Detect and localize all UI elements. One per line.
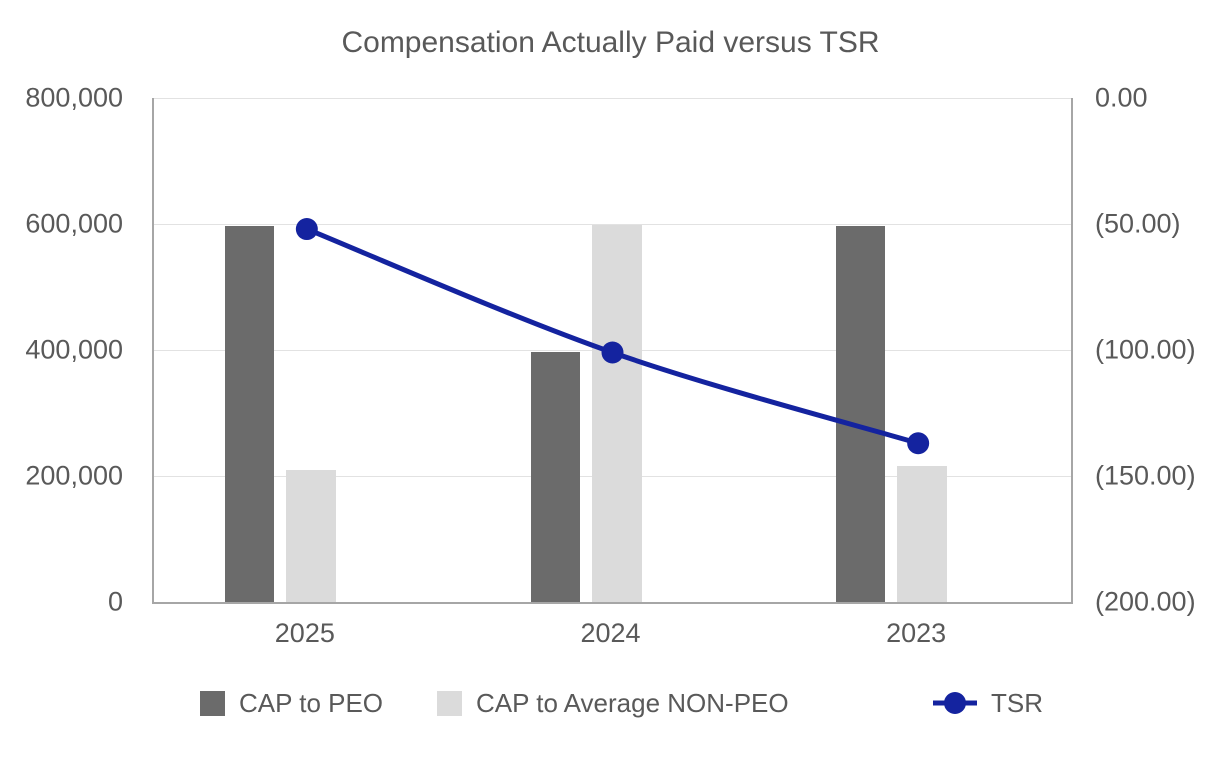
left-axis-tick-label: 800,000 — [25, 82, 123, 113]
legend-item-cap-to-average-non-peo: CAP to Average NON-PEO — [437, 690, 789, 716]
legend-item-tsr: TSR — [933, 690, 1043, 716]
legend-label-cap-to-average-non-peo: CAP to Average NON-PEO — [476, 688, 789, 718]
legend-label-tsr: TSR — [991, 688, 1043, 718]
legend-swatch-cap-to-average-non-peo — [437, 690, 462, 716]
right-axis-tick-label: 0.00 — [1095, 82, 1148, 113]
chart-title: Compensation Actually Paid versus TSR — [341, 26, 880, 59]
gridline — [154, 98, 1071, 99]
bar-cap-to-peo-2024 — [530, 351, 580, 602]
tsr-line-marker-icon — [933, 692, 977, 714]
bar-cap-to-average-non-peo-2025 — [285, 470, 336, 602]
right-axis-tick-label: (100.00) — [1095, 334, 1196, 365]
left-axis-tick-label: 200,000 — [25, 460, 123, 491]
right-axis-tick-label: (150.00) — [1095, 460, 1196, 491]
tsr-point-2025 — [295, 218, 318, 241]
x-axis-label-2023: 2023 — [886, 618, 947, 648]
right-axis-tick-label: (50.00) — [1095, 208, 1181, 239]
legend-swatch-cap-to-peo — [200, 690, 225, 716]
legend-label-cap-to-peo: CAP to PEO — [239, 688, 384, 718]
tsr-line — [305, 226, 919, 446]
tsr-line-layer — [295, 218, 930, 455]
bar-cap-to-average-non-peo-2023 — [897, 465, 948, 602]
chart-legend: CAP to PEO CAP to Average NON-PEO TSR — [0, 690, 1226, 716]
tsr-point-2024 — [601, 341, 624, 364]
left-axis-tick-label: 600,000 — [25, 208, 123, 239]
x-axis-label-2024: 2024 — [580, 618, 641, 648]
x-axis-labels: 2025 2024 2023 — [152, 620, 1069, 652]
right-axis-tick-label: (200.00) — [1095, 586, 1196, 617]
left-axis-tick-label: 0 — [107, 586, 123, 617]
legend-item-cap-to-peo: CAP to PEO — [200, 690, 383, 716]
left-axis-labels: 800,000 600,000 400,000 200,000 0 — [0, 84, 123, 615]
x-axis-label-2025: 2025 — [274, 618, 335, 648]
left-axis-tick-label: 400,000 — [25, 334, 123, 365]
right-axis-labels: 0.00 (50.00) (100.00) (150.00) (200.00) — [1095, 84, 1226, 615]
bar-cap-to-average-non-peo-2024 — [591, 225, 642, 602]
gridline — [154, 224, 1071, 225]
plot-area — [152, 98, 1073, 604]
bar-cap-to-peo-2023 — [836, 225, 886, 602]
tsr-point-2023 — [907, 432, 930, 455]
bar-cap-to-peo-2025 — [224, 225, 274, 602]
